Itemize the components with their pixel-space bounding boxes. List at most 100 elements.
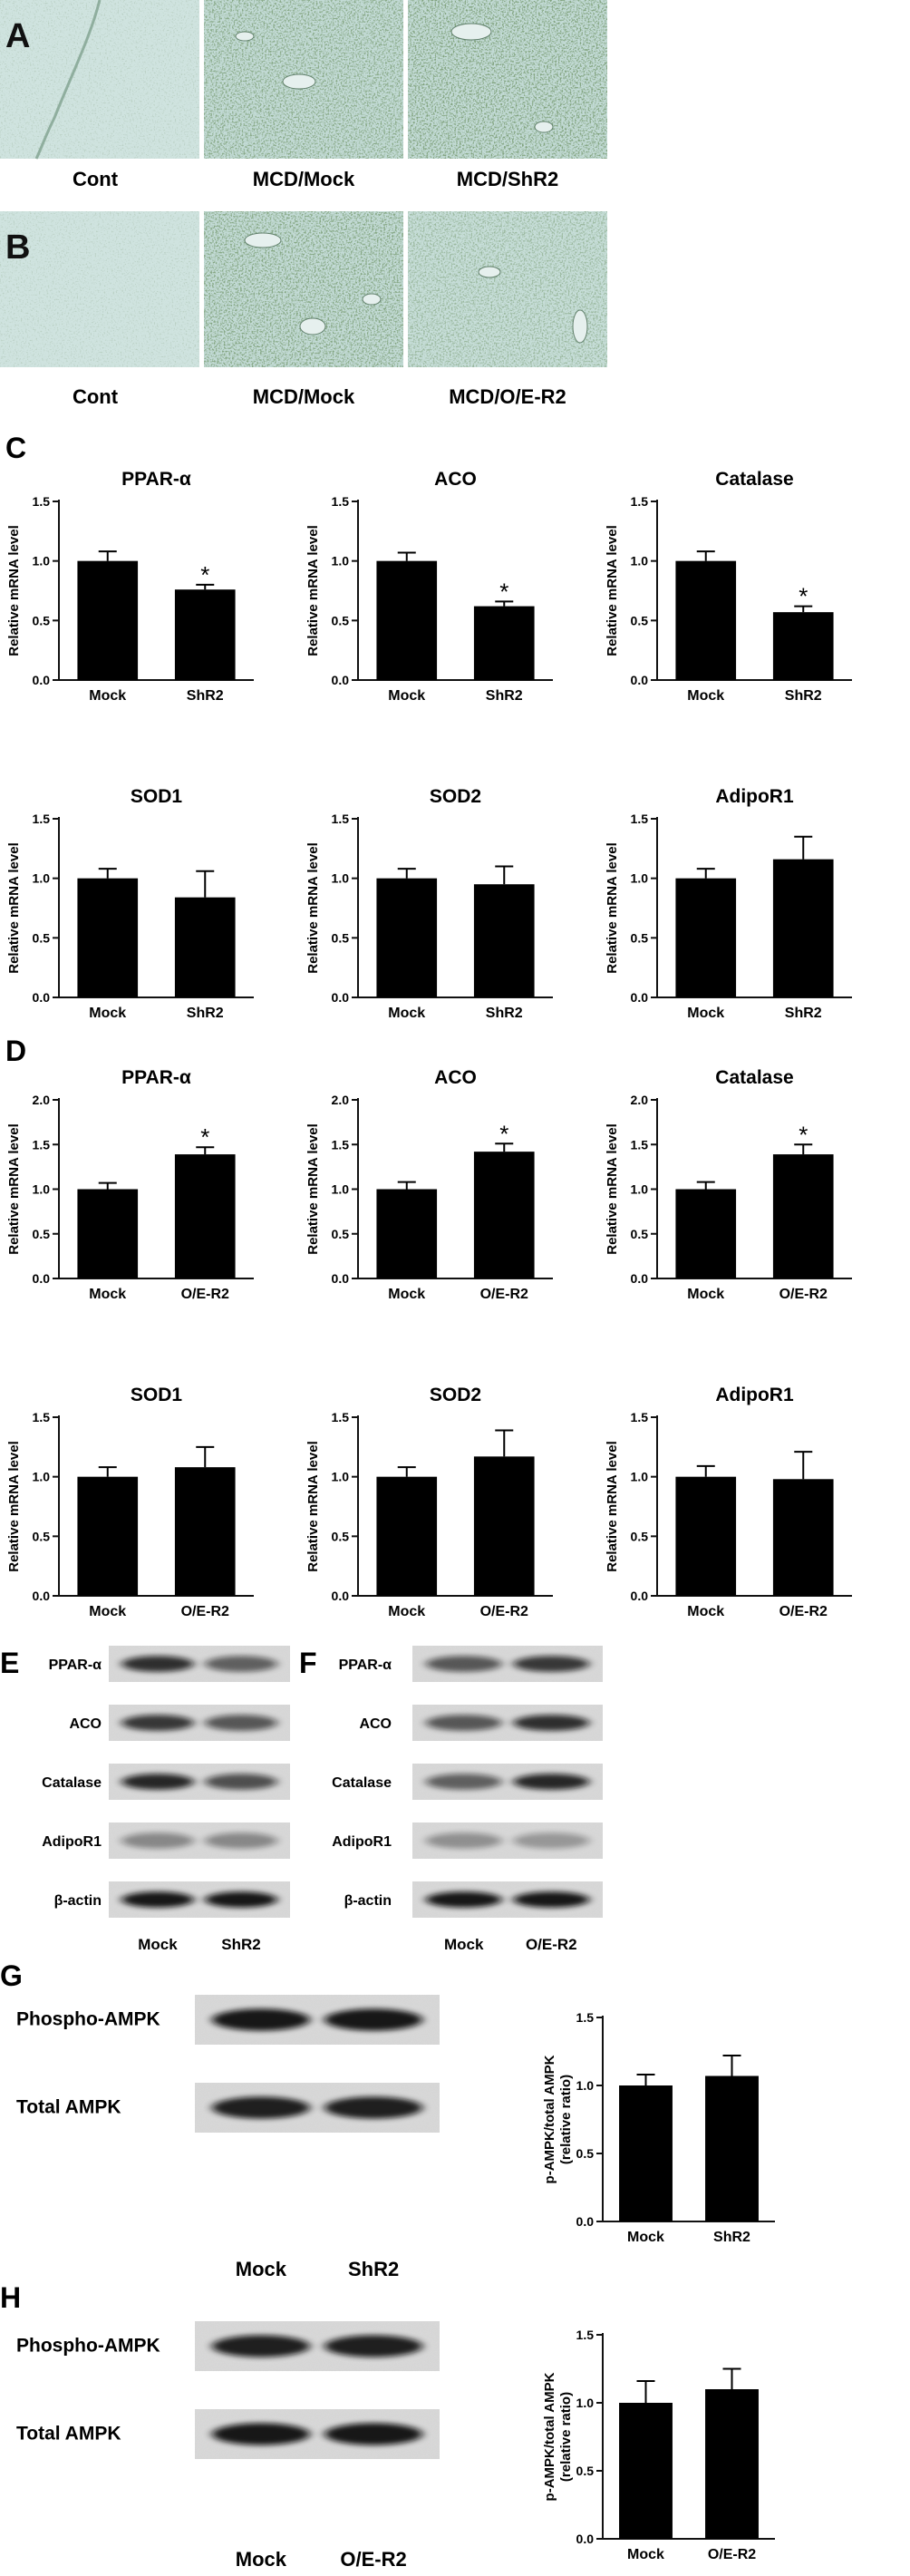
bar-o-e-r2	[705, 2389, 759, 2539]
blot-band	[425, 1774, 502, 1790]
x-tick-label: Mock	[388, 688, 425, 704]
bar-o-e-r2	[473, 1456, 535, 1596]
significance-marker: *	[200, 561, 209, 588]
label-b-cont: Cont	[73, 385, 119, 408]
blot-band	[211, 2008, 310, 2031]
y-tick-label: 1.0	[332, 871, 350, 886]
blot-row-label: ACO	[69, 1716, 102, 1732]
label-a-mcd-mock: MCD/Mock	[253, 168, 355, 190]
x-tick-label: Mock	[687, 1287, 724, 1302]
panel-letter-a: A	[5, 17, 30, 55]
blot-row-ppar-: PPAR-α	[339, 1646, 603, 1682]
blot-row-adipor1: AdipoR1	[332, 1823, 603, 1859]
y-tick-label: 1.5	[631, 1137, 649, 1152]
blot-lane-label: Mock	[236, 2548, 287, 2571]
blot-row-label: AdipoR1	[42, 1834, 102, 1850]
chart-c6: AdipoR1 0.0 0.5 1.0 1.5 Relative mRNA level Mo…	[605, 786, 852, 1021]
chart-d4: SOD1 0.0 0.5 1.0 1.5 Relative mRNA level Mock O…	[6, 1385, 254, 1619]
bar-mock	[77, 1476, 139, 1596]
y-tick-label: 0.5	[631, 930, 649, 945]
x-tick-label: Mock	[687, 1604, 724, 1619]
bar-mock	[675, 560, 737, 680]
blot-band	[513, 1774, 590, 1790]
blot-lane-label: ShR2	[348, 2258, 399, 2280]
y-tick-label: 0.5	[576, 2464, 595, 2478]
blot-row-label: Phospho-AMPK	[16, 2336, 160, 2357]
blot-band	[324, 2423, 423, 2445]
x-tick-label: Mock	[388, 1287, 425, 1302]
bar-shr2	[473, 606, 535, 680]
blot-band	[324, 2008, 423, 2031]
y-tick-label: 2.0	[631, 1093, 649, 1107]
chart-title: SOD1	[131, 1385, 183, 1405]
bar-mock	[376, 878, 438, 997]
micrograph-a-2	[204, 0, 403, 159]
blot-row-label: AdipoR1	[332, 1834, 392, 1850]
blot-row-total-ampk: Total AMPK	[16, 2409, 440, 2459]
x-tick-label: O/E-R2	[181, 1604, 229, 1619]
y-tick-label: 1.0	[33, 1182, 51, 1197]
panel-letter-e: E	[0, 1647, 19, 1679]
y-tick-label: 2.0	[332, 1093, 350, 1107]
blot-band	[425, 1832, 502, 1849]
x-tick-label: Mock	[89, 1604, 126, 1619]
chart-d2: ACO 0.0 0.5 1.0 1.5 2.0 Relative mRNA level Moc…	[305, 1067, 553, 1302]
x-tick-label: O/E-R2	[480, 1604, 528, 1619]
x-tick-label: O/E-R2	[708, 2547, 756, 2562]
y-axis-label: Relative mRNA level	[6, 1123, 22, 1255]
blot-row-label: β-actin	[54, 1893, 102, 1909]
blot-band	[324, 2096, 423, 2119]
y-axis-label: Relative mRNA level	[305, 1123, 321, 1255]
blot-band	[211, 2335, 310, 2357]
blot-row-aco: ACO	[359, 1705, 603, 1741]
bar-shr2	[174, 897, 236, 997]
bar-charts: PPAR-α 0.0 0.5 1.0 1.5 Relative mRNA level Moc…	[6, 469, 852, 2562]
micrograph-b-3	[408, 211, 607, 367]
y-tick-label: 0.5	[33, 613, 51, 627]
blot-band	[205, 1832, 277, 1849]
blot-band	[211, 2423, 310, 2445]
x-tick-label: ShR2	[187, 688, 224, 704]
chart-title: Catalase	[715, 1067, 793, 1088]
bar-shr2	[772, 859, 834, 997]
bar-mock	[619, 2085, 673, 2221]
y-tick-label: 1.5	[33, 494, 51, 509]
chart-title: PPAR-α	[121, 1067, 191, 1088]
y-tick-label: 1.0	[33, 1470, 51, 1484]
blot-row-catalase: Catalase	[42, 1764, 290, 1800]
blot-row-label: β-actin	[344, 1893, 392, 1909]
blot-band	[513, 1715, 590, 1731]
blot-row-label: Catalase	[332, 1775, 392, 1791]
bar-o-e-r2	[772, 1154, 834, 1278]
label-a-mcd-shr2: MCD/ShR2	[457, 168, 558, 190]
bar-mock	[675, 1476, 737, 1596]
chart-title: AdipoR1	[715, 1385, 794, 1405]
blot-band	[324, 2335, 423, 2357]
blot-band	[121, 1656, 194, 1672]
chart-g1: 0.0 0.5 1.0 1.5 p-AMPK/total AMPK(relative r…	[542, 2010, 775, 2245]
y-tick-label: 0.0	[631, 1589, 649, 1603]
bar-mock	[77, 878, 139, 997]
y-axis-label: Relative mRNA level	[6, 1441, 22, 1572]
significance-marker: *	[200, 1123, 209, 1151]
panel-g: G Phospho-AMPK Total AMPK Mock ShR2	[0, 1959, 440, 2280]
y-tick-label: 1.5	[332, 812, 350, 826]
label-a-cont: Cont	[73, 168, 119, 190]
y-tick-label: 1.5	[631, 812, 649, 826]
y-tick-label: 0.0	[631, 1271, 649, 1286]
y-tick-label: 0.0	[576, 2532, 595, 2546]
x-tick-label: ShR2	[713, 2230, 750, 2245]
y-tick-label: 1.5	[576, 2328, 595, 2342]
bar-o-e-r2	[174, 1154, 236, 1278]
blot-row-label: ACO	[359, 1716, 392, 1732]
y-tick-label: 0.0	[33, 990, 51, 1005]
micrograph-a-3	[408, 0, 607, 159]
blot-band	[425, 1715, 502, 1731]
chart-title: Catalase	[715, 469, 793, 490]
chart-d6: AdipoR1 0.0 0.5 1.0 1.5 Relative mRNA level Mo…	[605, 1385, 852, 1619]
y-tick-label: 0.0	[33, 1589, 51, 1603]
x-tick-label: O/E-R2	[779, 1287, 828, 1302]
label-b-mcd-mock: MCD/Mock	[253, 385, 355, 408]
y-tick-label: 1.0	[332, 554, 350, 569]
significance-marker: *	[799, 1121, 808, 1148]
